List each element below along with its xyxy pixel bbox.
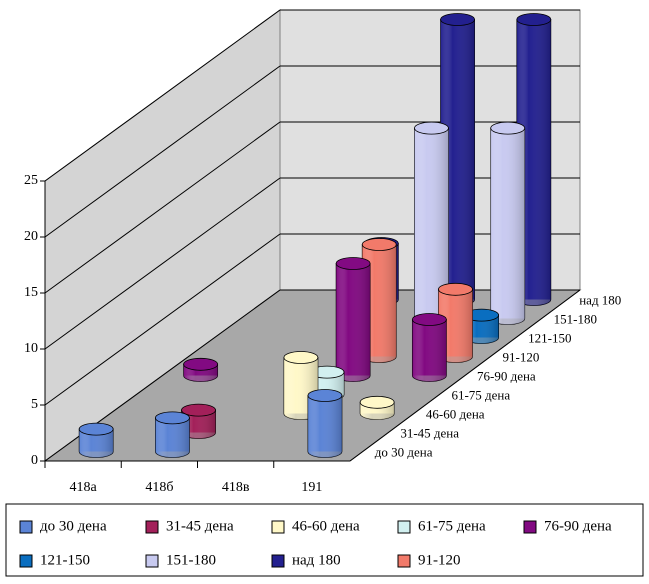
bar-body-color xyxy=(490,128,525,325)
legend-label: до 30 дена xyxy=(40,518,107,534)
legend-swatch xyxy=(271,554,285,568)
bar-body-color xyxy=(438,289,473,363)
bar-top xyxy=(283,351,319,364)
z-tick-label: 76-90 дена xyxy=(477,368,536,383)
bar-top xyxy=(490,121,526,135)
bar-body-color xyxy=(414,128,449,325)
bar-top xyxy=(78,422,114,436)
grid-line xyxy=(44,65,281,238)
bar-body-color xyxy=(336,263,371,382)
z-tick-label: 61-75 дена xyxy=(451,387,510,402)
legend-label: 151-180 xyxy=(166,552,216,568)
y-tick-label: 10 xyxy=(24,341,38,356)
legend-swatch xyxy=(271,520,285,534)
bar-top xyxy=(183,357,219,371)
legend-label: 61-75 дена xyxy=(418,518,486,534)
legend-swatch xyxy=(397,554,411,568)
legend-swatch xyxy=(523,520,537,534)
grid-line xyxy=(44,9,281,182)
legend-box xyxy=(5,503,644,577)
bar-top xyxy=(155,411,190,425)
legend-swatch xyxy=(19,520,33,534)
bar-body-color xyxy=(362,244,397,363)
z-tick-label: над 180 xyxy=(579,292,621,307)
legend-label: 76-90 дена xyxy=(544,518,612,534)
x-tick-label: 418б xyxy=(145,480,173,495)
legend-swatch xyxy=(19,554,33,568)
bar xyxy=(335,257,371,382)
bar xyxy=(464,308,499,344)
bar xyxy=(359,395,395,420)
bar-body-color xyxy=(155,417,190,458)
bar xyxy=(307,389,343,458)
bar xyxy=(78,422,114,458)
bar-top xyxy=(181,403,216,417)
bar-top xyxy=(411,313,447,326)
bar-top xyxy=(361,238,397,251)
bar-top xyxy=(335,257,371,270)
y-tick-label: 15 xyxy=(24,285,38,300)
bar xyxy=(411,313,447,382)
bar xyxy=(183,357,219,382)
bar-top xyxy=(438,282,473,296)
bar-top xyxy=(414,121,449,135)
z-tick-label: 91-120 xyxy=(503,349,540,364)
bar-body-color xyxy=(440,19,475,306)
z-tick-label: 121-150 xyxy=(528,330,571,345)
legend-swatch xyxy=(145,520,159,534)
legend-label: 46-60 дена xyxy=(292,518,360,534)
legend-label: над 180 xyxy=(292,552,341,568)
bar-body-color xyxy=(181,410,216,439)
y-tick-label: 20 xyxy=(24,229,38,244)
grid-line xyxy=(44,233,281,406)
bar-top xyxy=(359,395,395,409)
bar-top xyxy=(440,13,475,26)
z-axis xyxy=(349,289,581,462)
legend-label: 121-150 xyxy=(40,552,90,568)
legend-swatch xyxy=(145,554,159,568)
y-tick-label: 0 xyxy=(31,453,38,468)
x-tick-label: 191 xyxy=(301,480,322,495)
z-tick-label: 31-45 дена xyxy=(400,425,459,440)
legend-swatch xyxy=(397,520,411,534)
grid-line xyxy=(44,177,281,350)
y-tick-label: 25 xyxy=(24,173,38,188)
bar-body-color xyxy=(412,319,447,382)
bar xyxy=(490,121,526,325)
x-tick-label: 418в xyxy=(222,480,250,495)
legend-label: 91-120 xyxy=(418,552,461,568)
z-tick-label: 151-180 xyxy=(554,311,597,326)
bar xyxy=(361,238,397,363)
bar-top xyxy=(307,389,343,402)
bar xyxy=(438,282,473,363)
x-tick-label: 418а xyxy=(70,480,98,495)
legend-label: 31-45 дена xyxy=(166,518,234,534)
bar xyxy=(155,411,190,458)
bar xyxy=(181,403,216,439)
grid-line xyxy=(44,121,281,294)
bar-body-color xyxy=(79,429,114,458)
bar-body-color xyxy=(464,315,499,344)
z-tick-label: до 30 дена xyxy=(375,444,433,459)
bar-top xyxy=(516,13,552,26)
y-tick-label: 5 xyxy=(31,397,38,412)
bar xyxy=(414,121,449,325)
bar-body-color xyxy=(307,395,342,458)
bar xyxy=(516,13,552,306)
z-tick-label: 46-60 дена xyxy=(426,406,485,421)
bar-body-color xyxy=(516,19,551,306)
